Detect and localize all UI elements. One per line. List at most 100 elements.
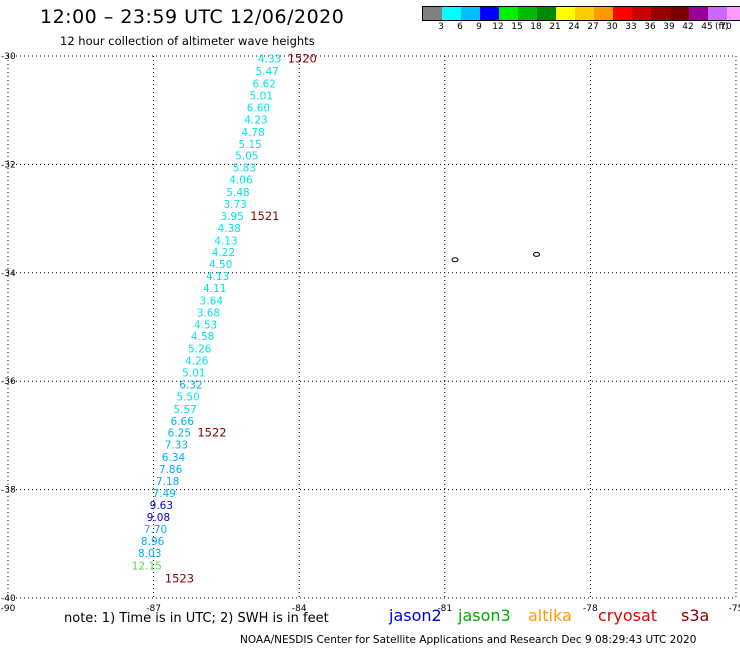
swh-value: 6.66 <box>171 416 195 428</box>
swh-value: 5.47 <box>255 66 278 78</box>
color-scale-label: 6 <box>457 22 463 32</box>
legend-jason3: jason3 <box>458 606 511 625</box>
color-scale-label: 30 <box>606 22 618 32</box>
color-scale-label: 39 <box>663 22 675 32</box>
longitude-tick-label: -75 <box>729 604 740 614</box>
swh-value: 9.63 <box>150 500 173 512</box>
swh-value: 5.05 <box>235 151 258 163</box>
latitude-tick-label: -36 <box>1 377 16 387</box>
color-swatch <box>613 7 632 20</box>
color-scale-swatches <box>422 6 740 21</box>
swh-value: 3.68 <box>197 307 220 319</box>
color-swatch <box>670 7 689 20</box>
swh-value: 7.49 <box>153 488 176 500</box>
color-swatch <box>480 7 499 20</box>
swh-value: 4.53 <box>194 319 217 331</box>
color-swatch <box>442 7 461 20</box>
color-scale-label: 70 <box>720 22 732 32</box>
island-outline <box>533 251 541 257</box>
color-swatch <box>727 7 740 20</box>
swh-value: 7.18 <box>156 476 179 488</box>
legend-cryosat: cryosat <box>598 606 658 625</box>
legend-jason2: jason2 <box>389 606 442 625</box>
swh-value: 5.48 <box>226 187 249 199</box>
swh-value: 5.50 <box>176 391 199 403</box>
swh-value: 6.34 <box>162 452 186 464</box>
swh-value: 6.62 <box>253 79 276 91</box>
swh-value: 4.13 <box>206 271 229 283</box>
color-swatch <box>499 7 518 20</box>
map-title: 12:00 – 23:59 UTC 12/06/2020 <box>40 6 345 28</box>
swh-value: 9.08 <box>147 512 170 524</box>
swh-value: 5.01 <box>250 91 273 103</box>
legend-s3a: s3a <box>681 606 710 625</box>
latitude-tick-label: -32 <box>1 160 16 170</box>
swh-value: 4.11 <box>203 283 226 295</box>
swh-value: 4.33 <box>258 54 281 66</box>
credit-line: NOAA/NESDIS Center for Satellite Applica… <box>240 634 697 646</box>
latitude-tick-label: -40 <box>1 594 16 604</box>
swh-value: 4.22 <box>212 247 235 259</box>
color-swatch <box>537 7 556 20</box>
color-scale-label: 15 <box>511 22 523 32</box>
swh-value: 5.01 <box>182 368 205 380</box>
swh-value: 12.15 <box>132 560 162 572</box>
color-swatch <box>423 7 442 20</box>
color-scale-bar: (ft) 3 6 9 12 15 18 21 24 27 30 33 36 39 42 45 70 <box>422 6 740 35</box>
time-label: 1522 <box>197 426 226 440</box>
color-scale-label: 36 <box>644 22 656 32</box>
latitude-tick-label: -38 <box>1 486 16 496</box>
swh-value: 8.03 <box>138 548 161 560</box>
color-swatch <box>556 7 575 20</box>
swh-value: 5.83 <box>233 163 256 175</box>
longitude-tick-label: -78 <box>583 604 598 614</box>
swh-value: 5.26 <box>188 344 212 356</box>
map-subtitle: 12 hour collection of altimeter wave hei… <box>60 34 315 48</box>
color-scale-label: 24 <box>568 22 580 32</box>
swh-value: 4.23 <box>244 114 267 126</box>
color-scale-label: 12 <box>492 22 504 32</box>
swh-value: 4.26 <box>185 356 209 368</box>
color-scale-unit: (ft) <box>715 22 729 32</box>
swh-value: 4.38 <box>218 223 241 235</box>
color-swatch <box>651 7 670 20</box>
latitude-tick-label: -30 <box>1 52 16 62</box>
color-scale-label: 27 <box>587 22 599 32</box>
time-label: 1520 <box>288 52 317 66</box>
swh-value: 5.15 <box>238 139 261 151</box>
color-scale-label: 33 <box>625 22 637 32</box>
color-scale-label: 45 <box>701 22 713 32</box>
swh-value: 4.13 <box>214 235 237 247</box>
swh-value: 7.86 <box>159 464 183 476</box>
swh-value: 4.06 <box>229 175 253 187</box>
swh-value: 7.33 <box>165 440 188 452</box>
time-label: 1521 <box>250 209 279 223</box>
latitude-tick-label: -34 <box>1 269 16 279</box>
swh-value: 6.25 <box>168 428 191 440</box>
swh-value: 3.95 <box>221 211 244 223</box>
swh-value: 6.60 <box>247 102 270 114</box>
swh-value: 5.57 <box>173 404 196 416</box>
color-scale-label: 9 <box>476 22 482 32</box>
color-swatch <box>518 7 537 20</box>
swh-value: 4.50 <box>209 259 232 271</box>
color-swatch <box>575 7 594 20</box>
swh-value: 6.32 <box>179 379 202 391</box>
swh-value: 8.96 <box>141 536 165 548</box>
swh-value: 4.78 <box>241 127 264 139</box>
swh-value: 3.73 <box>223 199 246 211</box>
footnote: note: 1) Time is in UTC; 2) SWH is in fe… <box>64 611 329 626</box>
color-swatch <box>708 7 727 20</box>
swh-value: 3.64 <box>200 295 224 307</box>
longitude-tick-label: -81 <box>437 604 452 614</box>
color-scale-label: 18 <box>530 22 542 32</box>
color-scale-labels: (ft) 3 6 9 12 15 18 21 24 27 30 33 36 39 42 45 70 <box>422 21 740 35</box>
time-label: 1523 <box>165 571 194 585</box>
color-swatch <box>632 7 651 20</box>
legend-altika: altika <box>528 606 572 625</box>
color-swatch <box>689 7 708 20</box>
color-scale-label: 3 <box>438 22 444 32</box>
color-swatch <box>461 7 480 20</box>
island-outline <box>451 257 459 263</box>
